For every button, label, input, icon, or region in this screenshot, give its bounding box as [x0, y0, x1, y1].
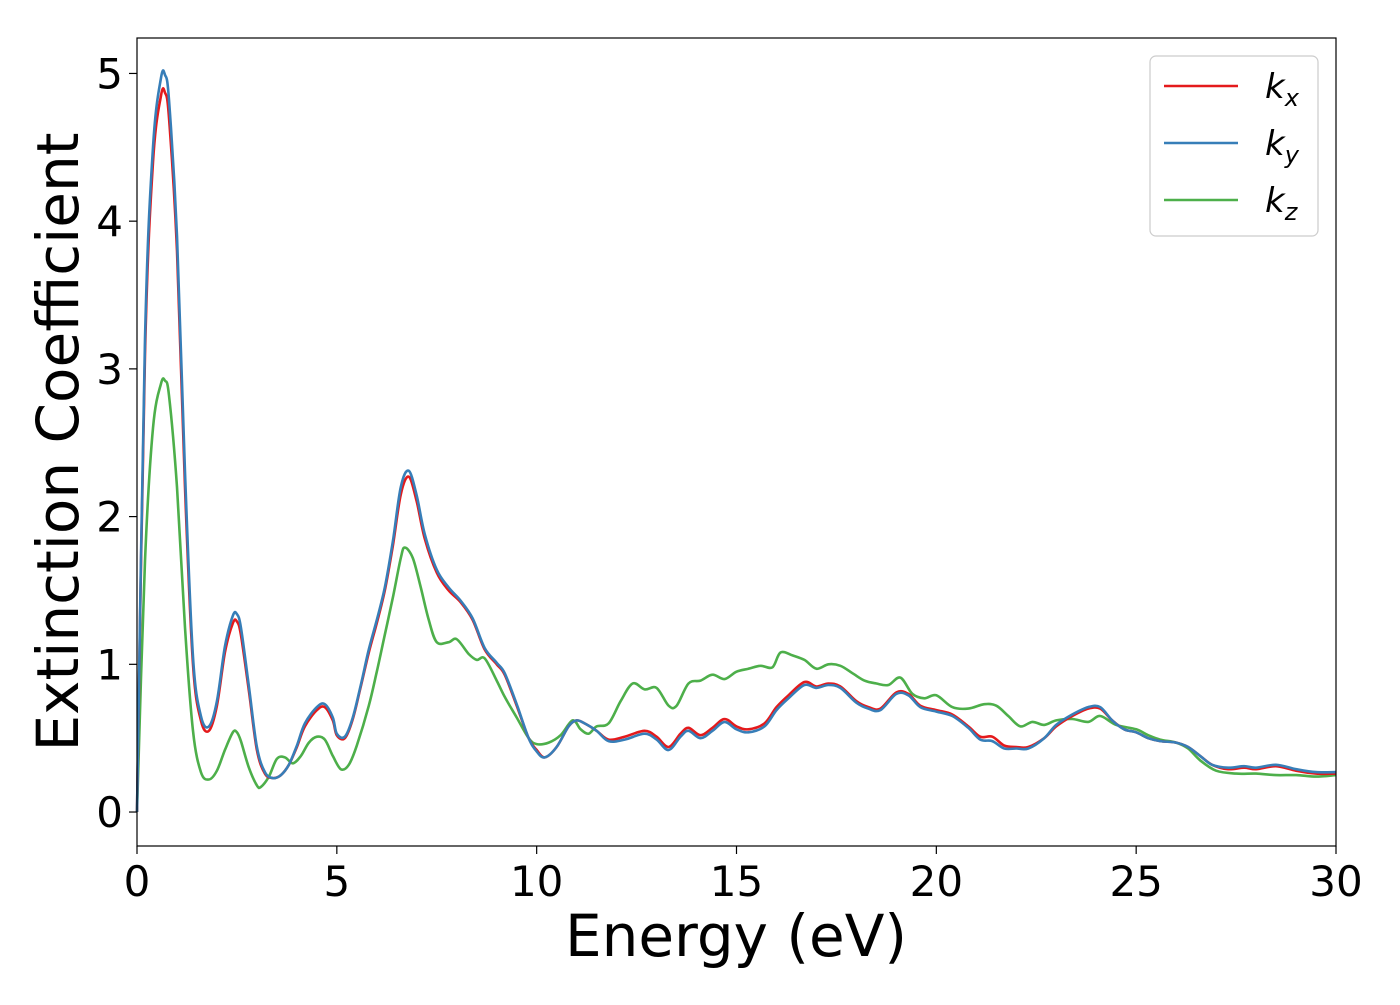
- x-tick-label: 15: [710, 857, 763, 906]
- legend-box: [1149, 55, 1319, 237]
- legend-label-x: kx: [1265, 67, 1300, 112]
- y-axis-label: Extinction Coefficient: [24, 133, 92, 752]
- x-tick-label: 0: [124, 857, 151, 906]
- y-tick-label: 5: [96, 49, 123, 98]
- x-tick-label: 20: [910, 857, 963, 906]
- legend-label-y: ky: [1265, 124, 1300, 169]
- series-line-z: [135, 377, 1337, 813]
- series-line-y: [135, 69, 1337, 813]
- x-axis-label: Energy (eV): [565, 902, 907, 970]
- y-tick-label: 2: [96, 493, 123, 542]
- x-tick-label: 30: [1309, 857, 1362, 906]
- y-axis-ticks: 0 1 2 3 4 5: [96, 49, 137, 837]
- legend: kx ky kz: [1149, 55, 1319, 237]
- x-tick-label: 25: [1109, 857, 1162, 906]
- y-tick-label: 4: [96, 197, 123, 246]
- legend-label-z: kz: [1265, 181, 1299, 226]
- x-tick-label: 5: [323, 857, 350, 906]
- x-axis-ticks: 0 5 10 15 20 25 30: [124, 846, 1363, 906]
- y-tick-label: 0: [96, 788, 123, 837]
- series-layer: [135, 69, 1337, 813]
- y-tick-label: 3: [96, 345, 123, 394]
- x-tick-label: 10: [510, 857, 563, 906]
- y-tick-label: 1: [96, 640, 123, 689]
